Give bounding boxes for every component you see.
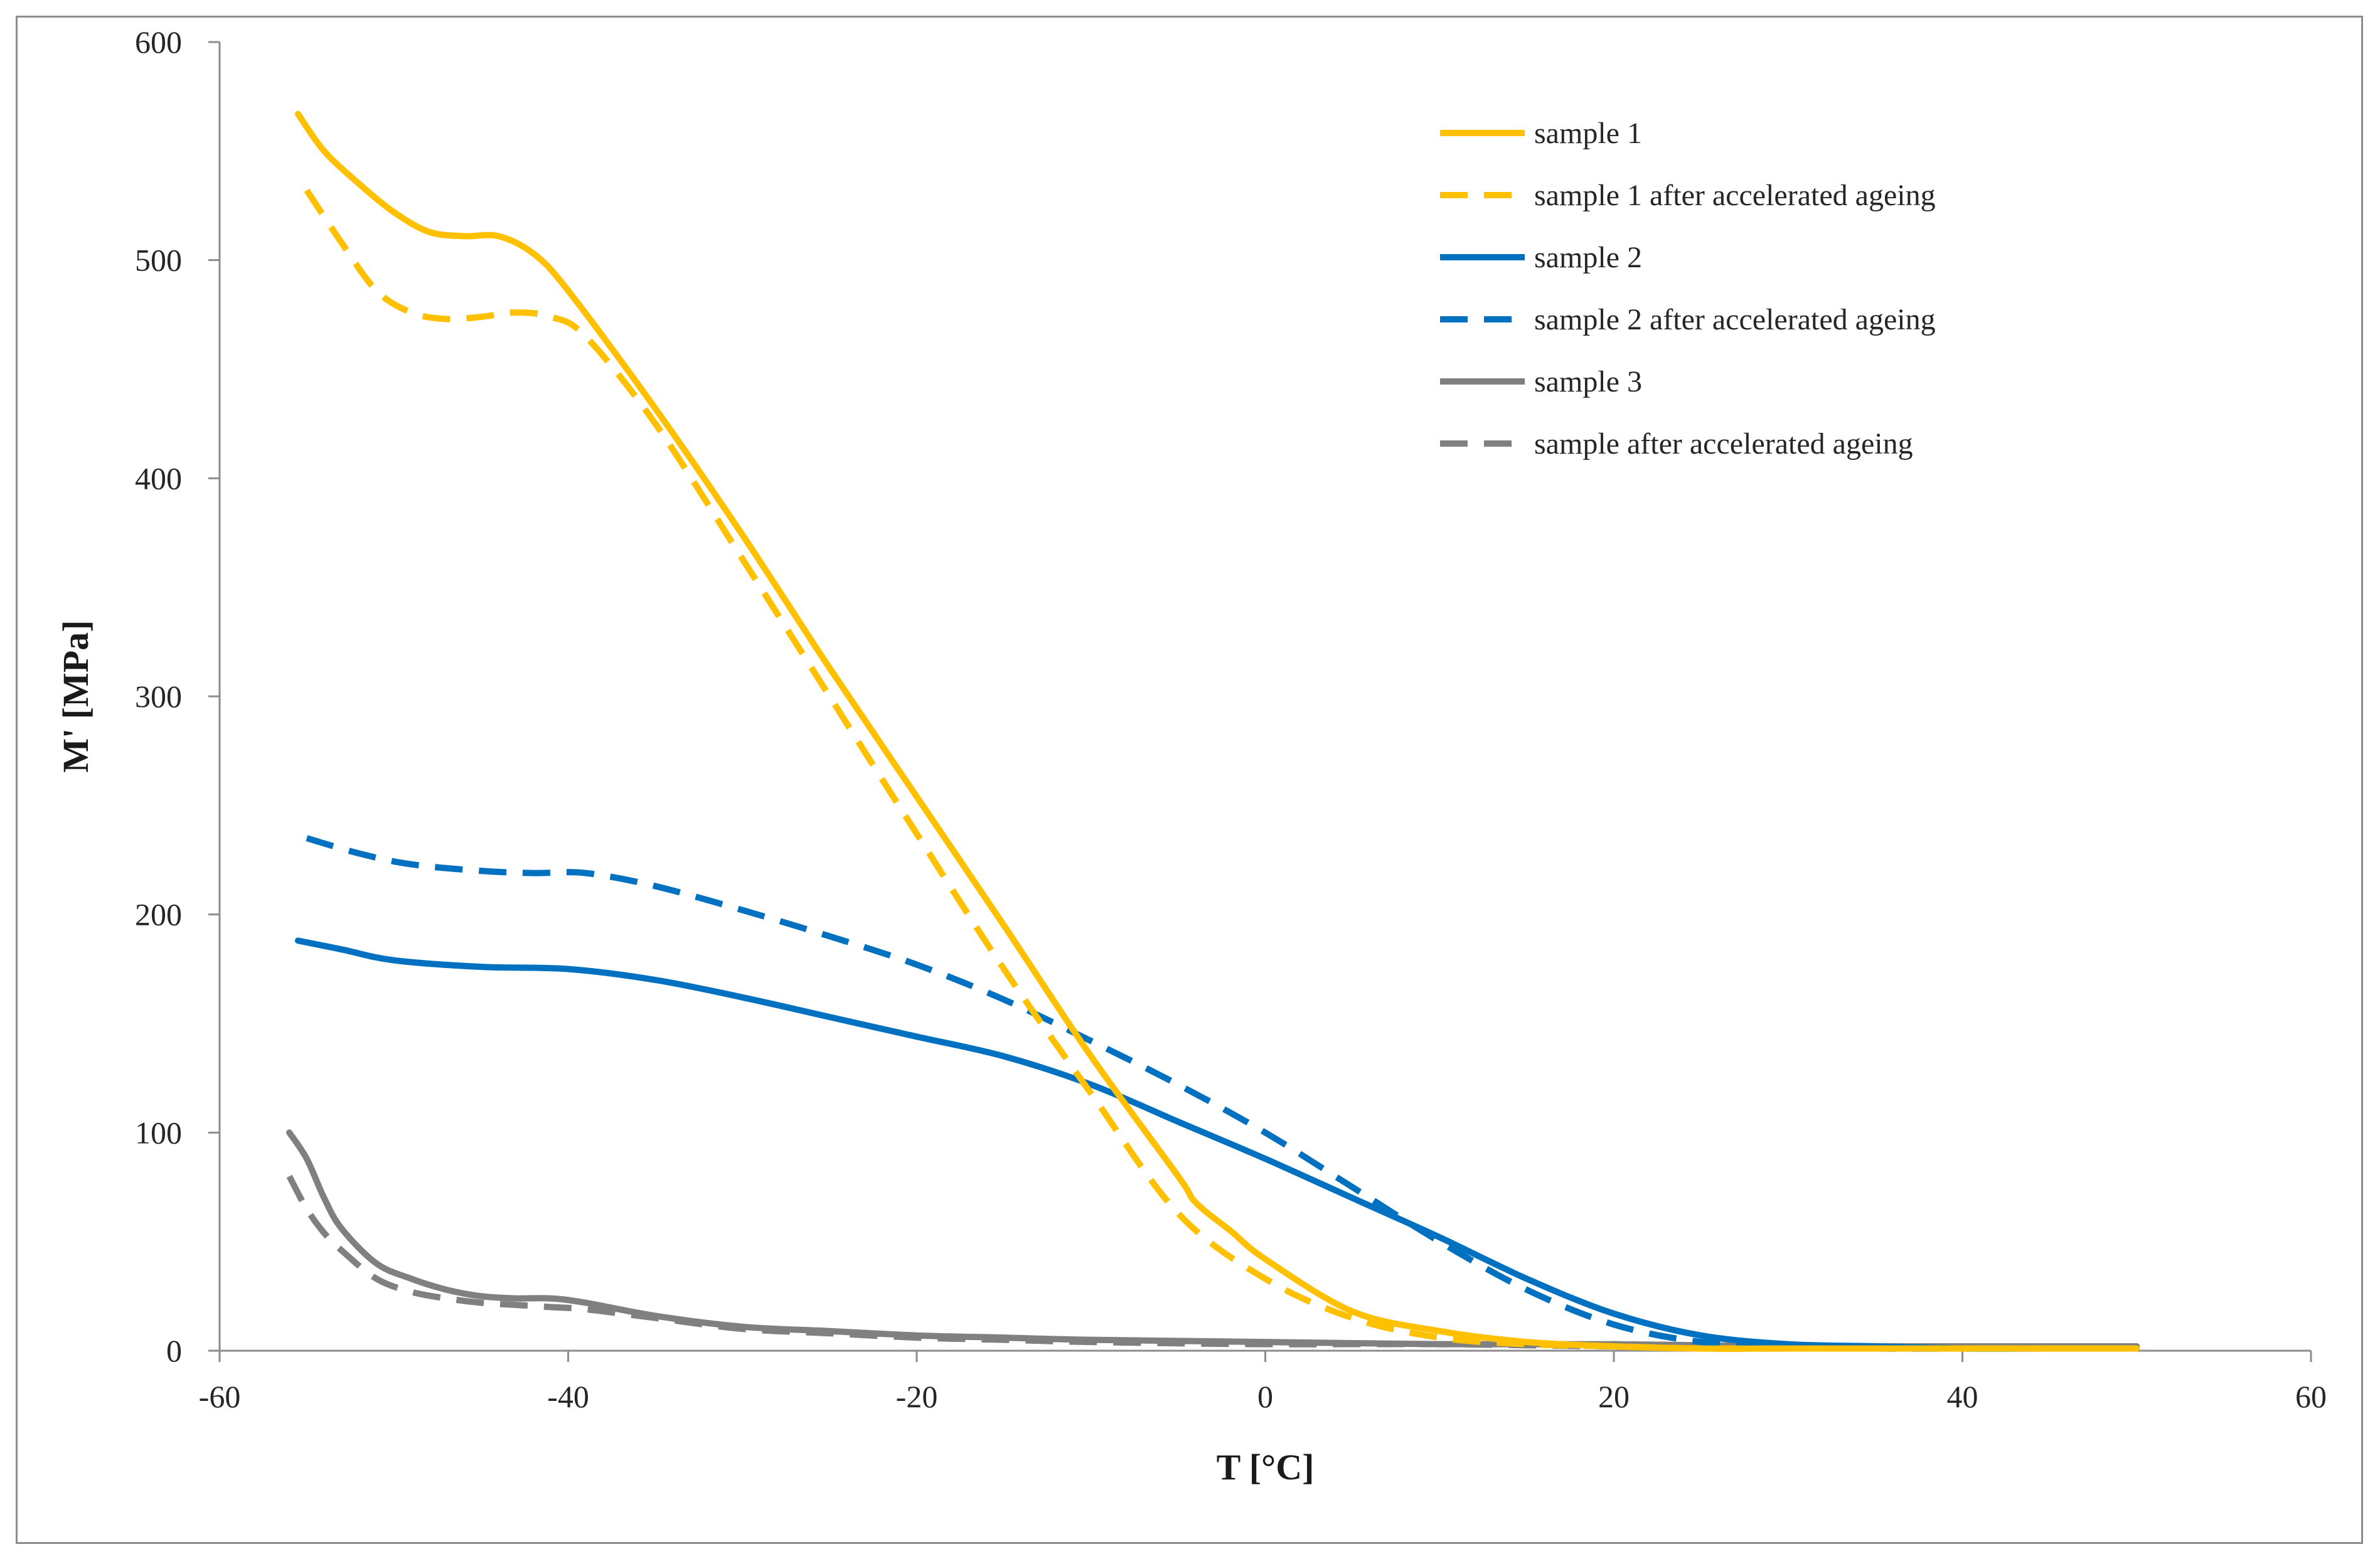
ticks: 0 100 200 300 400 500 600 -60 -40 -20 0 20 40 60: [135, 24, 2327, 1414]
x-tick-label: 60: [2295, 1379, 2327, 1414]
axes: [218, 42, 2311, 1352]
x-tick-label: -20: [896, 1379, 938, 1414]
series-line-sample-after-accelerated-ageing: [286, 1174, 2137, 1350]
series-line-sample-3: [286, 1129, 2140, 1350]
y-axis-title: M' [MPa]: [55, 620, 96, 772]
legend: sample 1 sample 1 after accelerated agein…: [1440, 117, 1936, 460]
x-tick-label: 20: [1598, 1379, 1630, 1414]
x-axis-title: T [°C]: [1217, 1447, 1315, 1487]
x-tick-label: 0: [1257, 1379, 1273, 1414]
y-tick-label: 600: [135, 24, 182, 60]
legend-label-sample-1: sample 1: [1534, 117, 1642, 150]
y-tick-label: 300: [135, 679, 182, 714]
x-tick-label: -60: [199, 1379, 241, 1414]
series-line-sample-2: [295, 937, 2140, 1352]
y-tick-label: 500: [135, 243, 182, 278]
legend-label-sample-1-after-accelerated-ageing: sample 1 after accelerated ageing: [1534, 179, 1936, 212]
x-tick-label: -40: [547, 1379, 589, 1414]
y-tick-label: 0: [166, 1333, 182, 1368]
legend-label-sample-3: sample 3: [1534, 365, 1642, 398]
x-tick-label: 40: [1947, 1379, 1978, 1414]
legend-label-sample-2: sample 2: [1534, 241, 1642, 274]
y-tick-label: 200: [135, 897, 182, 932]
y-tick-label: 400: [135, 460, 182, 496]
chart-frame: [16, 16, 2363, 1544]
series-line-sample-1: [295, 110, 2140, 1352]
series-lines: [286, 110, 2140, 1352]
y-tick-label: 100: [135, 1115, 182, 1150]
legend-label-sample-2-after-accelerated-ageing: sample 2 after accelerated ageing: [1534, 303, 1936, 336]
series-line-sample-2-after-accelerated-ageing: [306, 835, 2137, 1352]
series-line-sample-1-after-accelerated-ageing: [304, 188, 2137, 1352]
legend-label-sample-after-accelerated-ageing: sample after accelerated ageing: [1534, 427, 1913, 460]
